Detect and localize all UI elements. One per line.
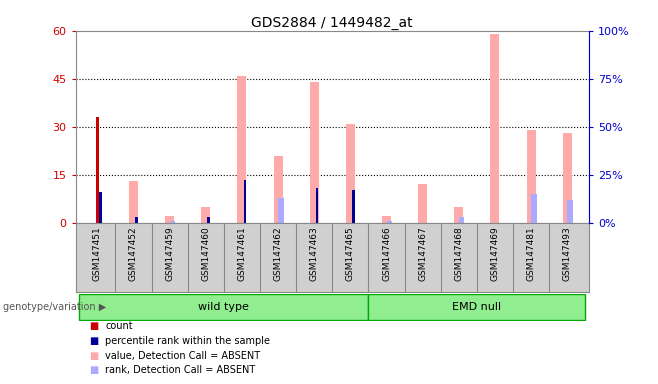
Text: GSM147465: GSM147465	[346, 226, 355, 281]
Bar	[490, 34, 499, 223]
Text: GSM147462: GSM147462	[274, 226, 282, 281]
Bar	[459, 217, 465, 223]
Text: wild type: wild type	[199, 302, 249, 312]
Bar	[563, 133, 572, 223]
Bar	[346, 124, 355, 223]
Text: GSM147469: GSM147469	[490, 226, 499, 281]
Bar	[96, 117, 99, 223]
Bar	[129, 181, 138, 223]
Bar	[79, 294, 368, 320]
Bar	[418, 184, 427, 223]
Bar	[165, 216, 174, 223]
Bar	[526, 130, 536, 223]
Text: ■: ■	[89, 365, 98, 375]
Title: GDS2884 / 1449482_at: GDS2884 / 1449482_at	[251, 16, 413, 30]
Text: EMD null: EMD null	[452, 302, 501, 312]
Text: genotype/variation ▶: genotype/variation ▶	[3, 302, 107, 312]
Text: rank, Detection Call = ABSENT: rank, Detection Call = ABSENT	[105, 365, 255, 375]
Text: GSM147468: GSM147468	[454, 226, 463, 281]
Text: GSM147467: GSM147467	[418, 226, 427, 281]
Text: GSM147452: GSM147452	[129, 226, 138, 281]
Bar	[135, 217, 138, 223]
Bar	[99, 192, 101, 223]
Text: GSM147463: GSM147463	[310, 226, 318, 281]
Text: ■: ■	[89, 321, 98, 331]
Bar	[207, 217, 210, 223]
Bar	[368, 294, 586, 320]
Bar	[201, 207, 211, 223]
Bar	[310, 82, 318, 223]
Bar	[454, 207, 463, 223]
Bar	[531, 194, 537, 223]
Text: GSM147461: GSM147461	[238, 226, 247, 281]
Bar	[243, 180, 246, 223]
Text: count: count	[105, 321, 133, 331]
Text: ■: ■	[89, 336, 98, 346]
Text: GSM147451: GSM147451	[93, 226, 102, 281]
Text: GSM147466: GSM147466	[382, 226, 391, 281]
Text: GSM147459: GSM147459	[165, 226, 174, 281]
Text: value, Detection Call = ABSENT: value, Detection Call = ABSENT	[105, 351, 261, 361]
Text: GSM147493: GSM147493	[563, 226, 572, 281]
Bar	[278, 198, 284, 223]
Bar	[170, 221, 175, 223]
Bar	[387, 221, 392, 223]
Bar	[274, 156, 282, 223]
Bar	[316, 188, 318, 223]
Bar	[382, 216, 391, 223]
Text: GSM147460: GSM147460	[201, 226, 211, 281]
Text: percentile rank within the sample: percentile rank within the sample	[105, 336, 270, 346]
Bar	[352, 190, 355, 223]
Bar	[567, 200, 573, 223]
Bar	[238, 76, 247, 223]
Text: GSM147481: GSM147481	[526, 226, 536, 281]
Text: ■: ■	[89, 351, 98, 361]
